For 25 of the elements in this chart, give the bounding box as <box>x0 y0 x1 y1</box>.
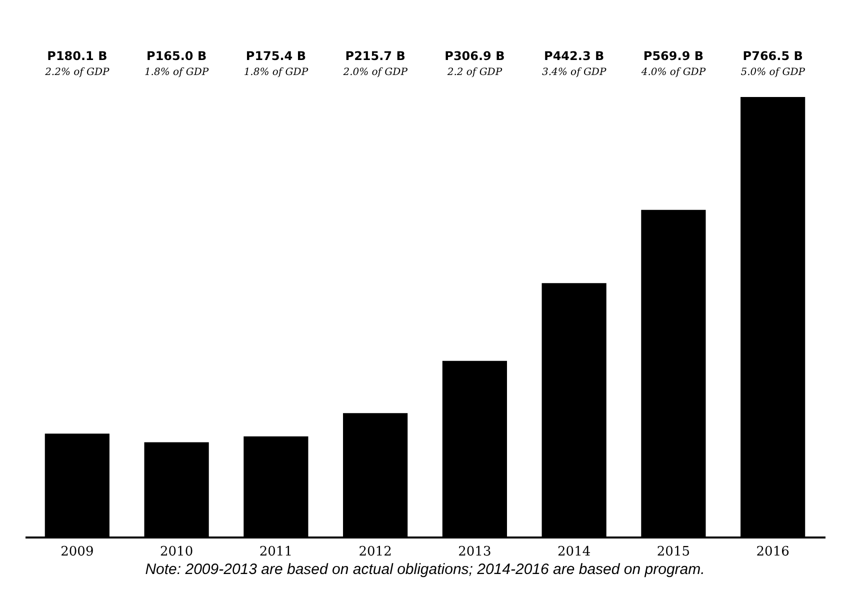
x-tick-label: 2012 <box>358 544 392 560</box>
data-label: P180.1 B <box>47 49 108 63</box>
text: 3.4% of GDP <box>542 67 606 78</box>
data-label: P306.9 B <box>444 49 505 63</box>
x-tick-label: 2016 <box>756 544 790 560</box>
text: 1.8% of GDP <box>144 67 209 78</box>
text: Note: 2009-2013 are based on actual obligations; 2014-2016 are based on program. <box>145 561 705 578</box>
x-tick-label: 2010 <box>160 544 194 560</box>
data-label: P442.3 B <box>544 49 604 63</box>
text: 1.8% of GDP <box>244 67 308 78</box>
data-label: P165.0 B <box>146 49 207 63</box>
text: 2.2% of GDP <box>44 67 110 78</box>
data-label: P175.4 B <box>246 49 306 63</box>
x-tick-label: 2011 <box>259 544 292 560</box>
text: 2.2 of GDP <box>446 67 502 78</box>
x-tick-label: 2015 <box>656 544 690 560</box>
x-tick-label: 2014 <box>558 544 591 560</box>
data-label: P766.5 B <box>742 49 803 63</box>
text: 5.0% of GDP <box>740 67 806 78</box>
data-label: P215.7 B <box>345 49 406 63</box>
x-tick-label: 2013 <box>458 544 492 560</box>
text: 2.0% of GDP <box>342 67 408 78</box>
text: 4.0% of GDP <box>640 67 706 78</box>
x-tick-label: 2009 <box>60 544 94 560</box>
data-label: P569.9 B <box>643 49 704 63</box>
